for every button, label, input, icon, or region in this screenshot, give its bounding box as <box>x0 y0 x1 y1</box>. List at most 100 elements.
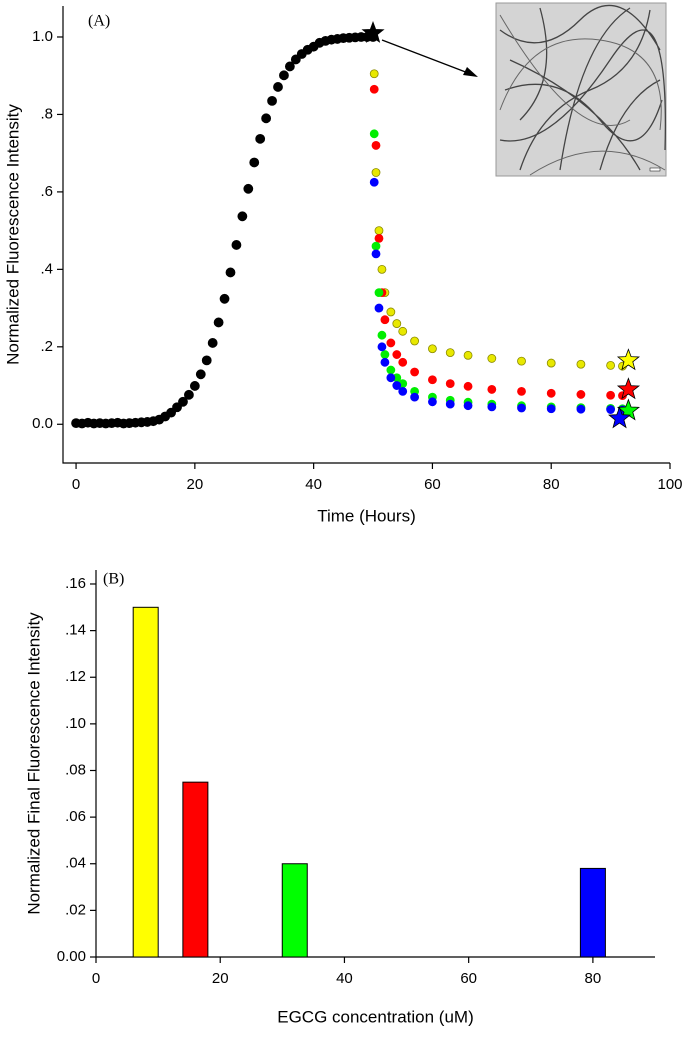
data-point <box>386 365 396 375</box>
data-point <box>445 348 455 358</box>
data-point <box>284 61 295 72</box>
x-tick-label: 40 <box>336 970 353 987</box>
data-point <box>207 338 218 348</box>
data-point <box>374 226 384 236</box>
data-point <box>410 392 420 402</box>
y-axis-title: Normalized Final Fluorescence Intensity <box>24 612 43 915</box>
data-point <box>428 397 437 407</box>
bar <box>579 867 606 958</box>
data-point <box>392 350 402 359</box>
y-tick-label: .16 <box>65 575 86 592</box>
y-tick-label: .08 <box>65 761 86 778</box>
data-point <box>392 381 402 390</box>
data-point <box>517 386 526 396</box>
data-point <box>369 129 379 139</box>
data-point <box>606 390 616 400</box>
data-point <box>546 388 556 398</box>
data-point <box>225 267 236 278</box>
data-point <box>398 357 408 367</box>
data-point <box>487 354 497 363</box>
x-tick-label: 80 <box>543 476 560 493</box>
data-point <box>463 401 473 411</box>
x-tick-label: 80 <box>585 970 602 987</box>
data-point <box>273 82 283 92</box>
y-tick-label: .06 <box>65 808 86 825</box>
x-axis-title: EGCG concentration (uM) <box>277 1007 474 1026</box>
data-point <box>576 390 586 399</box>
data-point <box>546 358 556 368</box>
axis <box>95 570 655 958</box>
x-tick-label: 40 <box>305 476 322 493</box>
y-tick-label: .04 <box>65 855 86 872</box>
data-point <box>279 70 289 81</box>
star-marker <box>361 20 385 43</box>
data-point <box>546 404 556 414</box>
data-point <box>606 361 616 370</box>
data-point <box>380 350 390 359</box>
data-point <box>392 319 402 328</box>
data-point <box>517 356 526 366</box>
data-point <box>231 240 242 250</box>
y-tick-label: .02 <box>65 901 86 918</box>
x-tick-label: 60 <box>424 476 441 493</box>
arrow <box>381 39 478 77</box>
star-marker <box>616 377 641 400</box>
data-point <box>380 315 390 325</box>
y-tick-label: .4 <box>40 260 53 277</box>
data-point <box>377 330 387 340</box>
y-tick-label: .6 <box>40 183 53 200</box>
x-tick-label: 20 <box>187 476 204 493</box>
data-point <box>377 264 387 274</box>
data-point <box>386 338 396 348</box>
bar <box>182 781 209 958</box>
data-point <box>487 402 497 412</box>
bar <box>281 863 308 958</box>
data-point <box>371 141 381 150</box>
data-point <box>369 84 379 94</box>
data-point <box>213 317 224 328</box>
data-point <box>576 359 586 369</box>
panel-label: (B) <box>103 571 124 588</box>
data-point <box>576 404 586 414</box>
data-point <box>463 381 473 391</box>
y-tick-label: .12 <box>65 668 86 685</box>
data-point <box>201 355 212 366</box>
data-point <box>249 157 260 168</box>
x-tick-label: 0 <box>92 970 100 987</box>
data-point <box>377 342 387 352</box>
y-tick-label: 1.0 <box>32 28 53 45</box>
data-point <box>371 241 381 251</box>
x-tick-label: 0 <box>72 476 80 493</box>
x-axis-title: Time (Hours) <box>317 506 416 525</box>
data-point <box>428 375 437 385</box>
data-point <box>369 177 379 187</box>
y-axis-title: Normalized Fluorescence Intensity <box>3 104 22 365</box>
data-point <box>463 350 473 360</box>
panel-label: (A) <box>88 13 110 30</box>
data-point <box>243 183 254 194</box>
bar <box>132 606 159 958</box>
y-tick-label: .2 <box>40 338 53 355</box>
data-point <box>219 293 230 304</box>
data-point <box>255 133 266 144</box>
data-point <box>371 249 381 259</box>
y-tick-label: 0.00 <box>57 948 86 965</box>
y-tick-label: .10 <box>65 715 86 732</box>
data-point <box>410 367 420 377</box>
data-point <box>237 211 248 222</box>
data-point <box>386 373 396 383</box>
x-tick-label: 60 <box>460 970 477 987</box>
star-marker <box>616 348 640 371</box>
data-point <box>374 288 384 297</box>
data-point <box>517 403 526 413</box>
x-tick-label: 100 <box>657 476 682 493</box>
data-point <box>195 369 206 380</box>
data-point <box>371 168 381 177</box>
star-marker <box>608 406 632 429</box>
data-point <box>267 95 277 106</box>
data-point <box>386 307 396 317</box>
data-point <box>261 113 272 124</box>
data-point <box>445 379 455 389</box>
data-point <box>184 389 194 400</box>
data-point <box>369 69 379 79</box>
